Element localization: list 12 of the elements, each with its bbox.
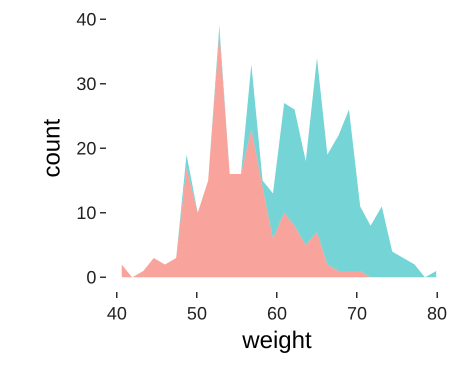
- y-tick-label: 30: [76, 74, 96, 94]
- x-tick-label: 50: [186, 304, 207, 324]
- x-tick-label: 40: [106, 304, 127, 324]
- x-axis-title: weight: [241, 326, 312, 354]
- y-tick-label: 10: [76, 203, 96, 224]
- y-tick-label: 20: [76, 138, 96, 158]
- x-tick-label: 60: [266, 304, 287, 324]
- y-tick-label: 0: [86, 268, 96, 288]
- x-tick-label: 70: [346, 304, 367, 324]
- y-tick-label: 40: [76, 9, 96, 30]
- x-tick-label: 80: [426, 304, 448, 324]
- y-axis-title: count: [38, 118, 66, 178]
